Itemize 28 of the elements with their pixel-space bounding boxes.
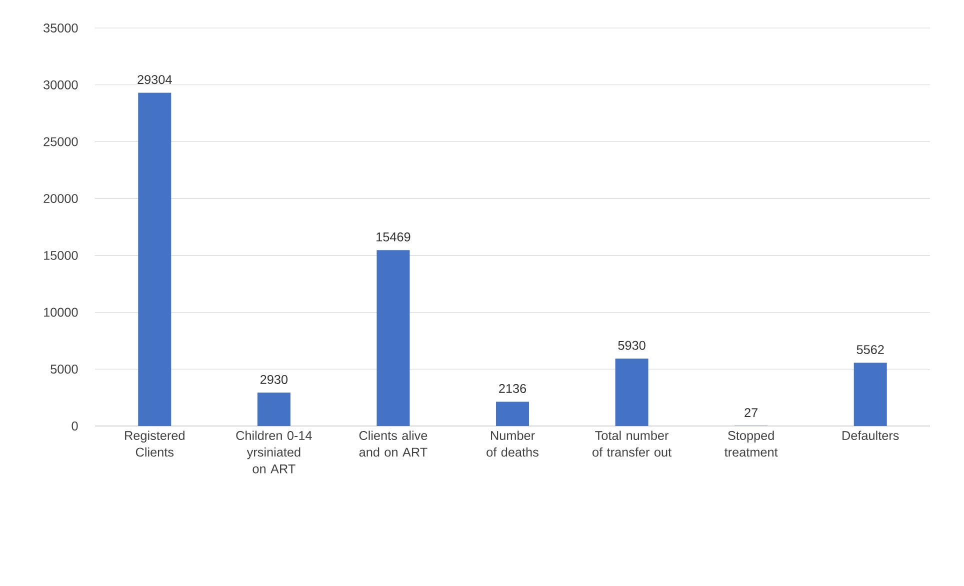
- data-label: 15469: [376, 232, 410, 242]
- x-tick-label: Children 0-14 yrsiniated on ART: [236, 430, 312, 474]
- bar: [138, 92, 172, 426]
- bar: [257, 392, 290, 426]
- bar: [376, 250, 410, 426]
- y-tick-label: 10000: [44, 308, 78, 317]
- y-tick-label: 15000: [44, 250, 78, 260]
- data-label: 5562: [856, 345, 884, 354]
- y-tick-label: 5000: [50, 364, 78, 374]
- x-tick-label: Defaulters: [842, 430, 899, 440]
- data-label: 2136: [499, 384, 526, 393]
- y-tick-label: 20000: [44, 194, 78, 204]
- x-tick-label: Stopped treatment: [724, 430, 778, 457]
- bar: [615, 358, 648, 426]
- bar: [854, 362, 887, 426]
- y-tick-label: 25000: [44, 137, 78, 146]
- x-tick-label: Clients alive and on ART: [359, 430, 428, 457]
- x-tick-label: Total number of transfer out: [592, 430, 672, 457]
- data-label: 27: [744, 408, 758, 417]
- y-tick-label: 35000: [44, 24, 78, 32]
- bar: [496, 402, 529, 426]
- x-tick-label: Registered Clients: [125, 430, 184, 457]
- data-label: 5930: [618, 340, 646, 350]
- y-tick-label: 30000: [44, 80, 78, 90]
- data-label: 2930: [260, 375, 288, 384]
- y-tick-label: 0: [72, 422, 78, 430]
- data-label: 29304: [138, 75, 172, 84]
- x-tick-label: Number of deaths: [486, 430, 538, 457]
